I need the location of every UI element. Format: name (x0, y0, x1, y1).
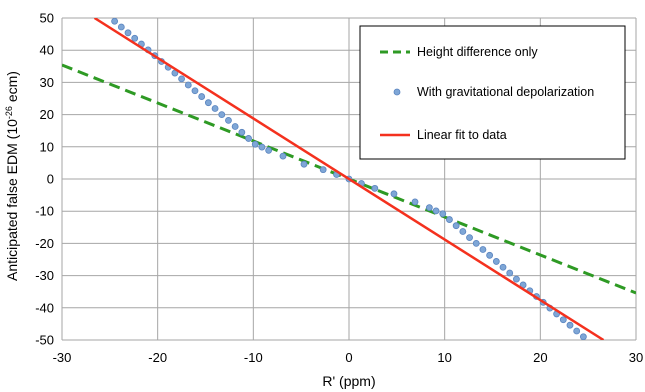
data-point (513, 275, 520, 283)
y-axis-title-main: Anticipated false EDM (10 (4, 119, 20, 281)
series-layer (62, 18, 636, 340)
plot-area (62, 18, 636, 340)
data-point (184, 81, 192, 89)
data-point (117, 23, 125, 31)
y-tick-labels: -50 -40 -30 -20 -10 0 10 20 30 40 50 (35, 11, 54, 348)
legend-label-gravitational-depolarization: With gravitational depolarization (417, 85, 594, 99)
data-point (245, 135, 252, 142)
legend-box (359, 25, 626, 160)
y-tick-label: -20 (35, 236, 54, 251)
x-tick-label: -20 (148, 350, 167, 365)
data-point (178, 75, 185, 83)
y-tick-label: 30 (40, 75, 54, 90)
x-tick-labels: -30 -20 -10 0 10 20 30 (53, 350, 644, 365)
data-point (506, 269, 514, 277)
data-point (218, 111, 226, 118)
y-axis-title-unit: ecm) (4, 71, 20, 106)
data-point (238, 128, 246, 136)
data-point (559, 316, 567, 324)
x-tick-label: 30 (629, 350, 643, 365)
x-tick-label: 20 (533, 350, 547, 365)
data-point (499, 263, 507, 271)
data-point (231, 123, 239, 130)
data-point (225, 116, 232, 124)
y-tick-label: 40 (40, 43, 54, 58)
data-point (371, 184, 379, 192)
y-tick-label: -10 (35, 204, 54, 219)
data-point (492, 258, 500, 265)
data-point (466, 234, 473, 242)
x-axis-title: R' (ppm) (322, 373, 375, 389)
data-point (191, 87, 199, 95)
y-tick-label: -50 (35, 333, 54, 348)
x-tick-label: -10 (244, 350, 263, 365)
y-tick-label: 0 (47, 172, 54, 187)
data-point (319, 166, 327, 174)
data-point (251, 140, 259, 148)
data-point (579, 333, 587, 340)
data-point (479, 246, 487, 253)
series-linear-fit-line (93, 18, 605, 340)
y-axis-title-exponent: -26 (4, 106, 14, 119)
grid (61, 17, 637, 341)
data-point (300, 160, 308, 168)
y-tick-label: 10 (40, 139, 54, 154)
legend-swatch-gravitational-depolarization (393, 88, 401, 96)
data-point (131, 34, 139, 42)
y-tick-label: 20 (40, 107, 54, 122)
data-point (486, 251, 494, 259)
data-point (204, 99, 212, 107)
data-point (390, 190, 398, 198)
legend-label-height-difference: Height difference only (417, 45, 538, 59)
legend-label-linear-fit: Linear fit to data (417, 128, 507, 142)
data-point (111, 18, 119, 25)
data-point (472, 239, 480, 247)
x-tick-label: -30 (53, 350, 72, 365)
data-point (432, 207, 440, 215)
data-point (452, 222, 460, 230)
data-point (265, 146, 273, 154)
data-point (198, 93, 206, 100)
y-tick-label: -30 (35, 268, 54, 283)
data-point (258, 143, 266, 151)
data-point (459, 228, 467, 235)
data-point (573, 327, 581, 335)
data-point (446, 216, 453, 223)
data-point (411, 198, 419, 206)
data-point (279, 152, 287, 160)
data-point (566, 321, 574, 329)
y-tick-label: 50 (40, 11, 54, 26)
x-tick-label: 0 (345, 350, 352, 365)
x-tick-label: 10 (437, 350, 451, 365)
data-point (439, 210, 447, 218)
data-point (211, 105, 219, 112)
data-point (425, 204, 433, 212)
y-tick-label: -40 (35, 300, 54, 315)
y-axis-title: Anticipated false EDM (10-26 ecm) (4, 71, 20, 281)
data-point (124, 29, 132, 37)
legend: Height difference only With gravitationa… (359, 25, 626, 160)
